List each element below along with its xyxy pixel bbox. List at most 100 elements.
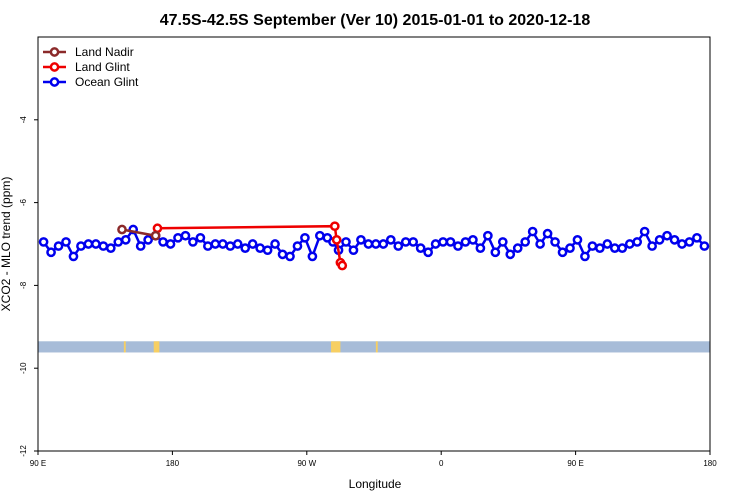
data-point xyxy=(415,243,426,253)
data-point xyxy=(68,251,79,262)
data-point xyxy=(329,221,340,232)
data-point xyxy=(550,237,560,247)
data-point xyxy=(356,235,366,245)
data-point xyxy=(632,237,643,247)
data-point xyxy=(565,243,575,253)
data-point xyxy=(270,239,280,249)
data-point xyxy=(188,237,198,247)
data-point xyxy=(210,239,221,249)
y-axis-label: XCO2 - MLO trend (ppm) xyxy=(0,177,13,312)
y-tick-label: -4 xyxy=(19,116,28,124)
data-point xyxy=(277,249,288,260)
data-point xyxy=(580,251,590,262)
data-point xyxy=(378,239,389,249)
data-point xyxy=(240,243,251,253)
data-point xyxy=(490,247,501,258)
series-layer xyxy=(38,221,710,271)
data-point xyxy=(217,239,228,249)
data-point xyxy=(341,237,351,247)
x-axis-label: Longitude xyxy=(349,477,402,491)
data-point xyxy=(76,241,86,251)
legend-swatch-marker xyxy=(49,62,60,72)
data-point xyxy=(120,235,131,245)
x-tick-label: 180 xyxy=(166,459,180,468)
data-point xyxy=(408,237,419,247)
data-point xyxy=(542,228,553,239)
data-point xyxy=(617,243,628,253)
data-point xyxy=(460,237,471,247)
data-point xyxy=(595,243,605,253)
series-land-glint xyxy=(152,221,348,271)
y-axis: -4 -6 -8 -10 -12 xyxy=(19,116,38,457)
data-point xyxy=(468,235,478,245)
data-point xyxy=(430,239,441,249)
chart-title: 47.5S-42.5S September (Ver 10) 2015-01-0… xyxy=(160,12,591,29)
legend-label: Land Glint xyxy=(75,60,130,74)
y-tick-label: -12 xyxy=(19,445,28,457)
data-point xyxy=(393,241,404,251)
data-point xyxy=(98,241,109,251)
legend-item: Ocean Glint xyxy=(43,75,139,89)
data-point xyxy=(225,241,236,251)
x-axis: 90 E 180 90 W 0 90 E 180 xyxy=(30,451,717,468)
data-point xyxy=(624,239,635,249)
data-point xyxy=(292,241,303,251)
data-point xyxy=(105,243,116,253)
data-point xyxy=(315,230,325,241)
land-patch xyxy=(331,341,341,353)
y-tick-label: -8 xyxy=(19,281,28,289)
x-tick-label: 90 E xyxy=(567,459,583,468)
ocean-band xyxy=(38,341,710,353)
legend-label: Ocean Glint xyxy=(75,75,139,89)
data-point xyxy=(647,241,657,251)
data-point xyxy=(662,230,672,241)
y-tick-label: -6 xyxy=(19,198,28,206)
x-tick-label: 90 E xyxy=(30,459,46,468)
data-point xyxy=(135,241,146,251)
data-point xyxy=(203,241,213,251)
data-point xyxy=(497,237,508,247)
data-point xyxy=(363,239,374,249)
data-point xyxy=(677,239,687,249)
data-point xyxy=(173,232,183,243)
data-point xyxy=(38,237,49,247)
data-point xyxy=(46,247,56,258)
data-point xyxy=(505,249,516,260)
data-point xyxy=(195,232,206,243)
legend-swatch-marker xyxy=(49,47,60,57)
data-point xyxy=(262,245,273,256)
x-tick-label: 0 xyxy=(439,459,444,468)
data-point xyxy=(152,223,163,234)
data-point xyxy=(587,241,598,251)
data-point xyxy=(53,241,64,251)
data-point xyxy=(150,230,161,241)
plot-frame xyxy=(37,36,711,452)
data-point xyxy=(300,232,310,243)
data-point xyxy=(232,239,243,249)
data-point xyxy=(61,237,71,247)
land-patch xyxy=(375,341,378,353)
data-point xyxy=(557,247,568,258)
data-point xyxy=(527,226,538,237)
data-point xyxy=(535,239,545,249)
legend-swatch-marker xyxy=(49,77,60,87)
x-tick-label: 90 W xyxy=(297,459,316,468)
data-point xyxy=(572,235,583,245)
data-point xyxy=(91,239,101,249)
data-point xyxy=(143,235,153,245)
data-point xyxy=(331,235,342,245)
data-point xyxy=(520,237,531,247)
data-point xyxy=(445,237,456,247)
data-point xyxy=(247,239,258,249)
legend-item: Land Nadir xyxy=(43,45,134,59)
data-point xyxy=(692,232,702,243)
data-point xyxy=(602,239,613,249)
data-point xyxy=(609,243,620,253)
data-point xyxy=(423,247,433,258)
data-point xyxy=(348,245,359,256)
data-point xyxy=(165,239,176,249)
land-patch xyxy=(123,341,126,353)
legend-label: Land Nadir xyxy=(75,45,134,59)
